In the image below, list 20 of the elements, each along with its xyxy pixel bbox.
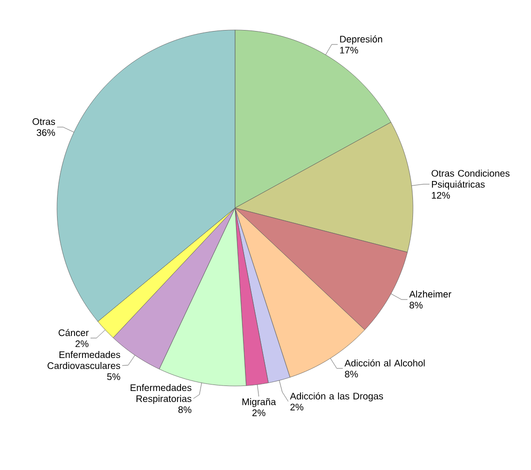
slice-label: Adicción al Alcohol <box>344 359 425 366</box>
slice-label: Otras <box>32 118 56 125</box>
data-label: 8% <box>410 302 423 309</box>
slice-label: Adicción a las Drogas <box>290 392 384 402</box>
slice-label: Migraña <box>242 398 276 408</box>
slice-label: Cáncer <box>58 329 89 336</box>
data-label: 36% <box>36 129 56 136</box>
data-label: 8% <box>344 370 358 378</box>
data-label: 2% <box>76 340 88 348</box>
slice-label: Otras Condiciones Psiquiátricas <box>432 170 510 190</box>
slice-label: Depresión <box>340 35 382 44</box>
slice-label: Enfermedades Respiratorias <box>130 384 192 404</box>
data-label: 2% <box>290 404 304 410</box>
data-label: 2% <box>252 409 266 416</box>
data-label: 12% <box>432 192 450 199</box>
slice-label: Enfermedades Cardiovasculares <box>48 351 120 370</box>
data-label: 5% <box>107 373 120 380</box>
data-label: 17% <box>340 46 358 54</box>
slice-label: Alzheimer <box>409 290 452 298</box>
data-label: 8% <box>178 406 192 414</box>
